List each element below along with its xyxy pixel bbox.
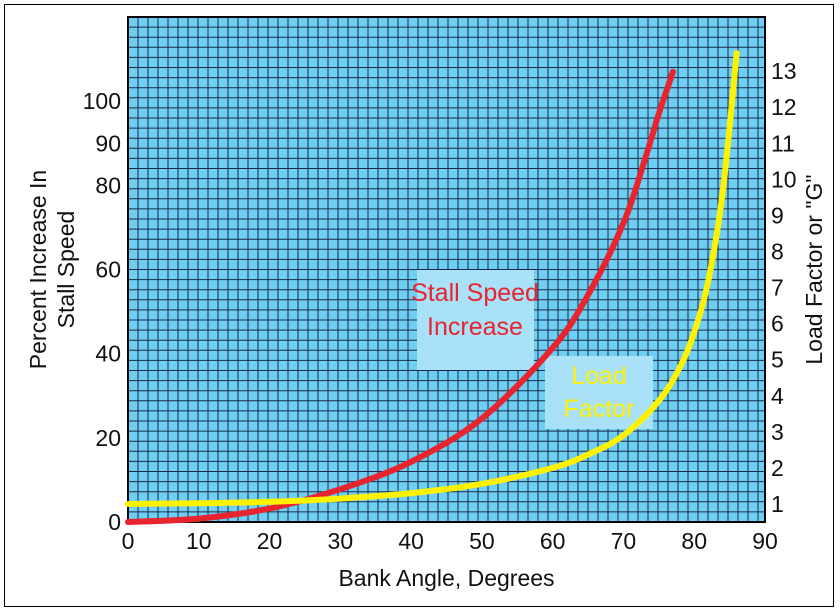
x-axis-title: Bank Angle, Degrees <box>338 565 554 591</box>
load-factor-annotation: Load <box>571 362 627 390</box>
x-tick-label: 80 <box>681 528 707 554</box>
y-left-tick-label: 40 <box>95 341 121 367</box>
y-right-tick-label: 6 <box>771 311 784 337</box>
y-left-axis-title: Stall Speed <box>53 211 79 329</box>
load-factor-line <box>125 50 740 507</box>
x-tick-label: 50 <box>469 528 495 554</box>
y-right-tick-label: 7 <box>771 275 784 301</box>
y-right-tick-label: 8 <box>771 238 784 264</box>
y-right-tick-label: 5 <box>771 347 784 373</box>
stall-speed-line <box>125 68 676 525</box>
x-tick-label: 0 <box>122 528 135 554</box>
y-right-tick-label: 1 <box>771 491 784 517</box>
x-tick-label: 10 <box>186 528 212 554</box>
stall-speed-annotation: Stall Speed <box>411 279 539 307</box>
load-factor-annotation: Factor <box>564 395 635 423</box>
y-right-tick-label: 2 <box>771 455 784 481</box>
y-left-axis-title: Percent Increase In <box>25 170 51 369</box>
x-tick-label: 60 <box>540 528 566 554</box>
stall-label-box <box>417 270 534 370</box>
y-right-tick-label: 12 <box>771 94 797 120</box>
y-right-tick-label: 11 <box>771 130 795 156</box>
x-tick-label: 90 <box>752 528 778 554</box>
stall-speed-annotation: Increase <box>427 313 523 341</box>
y-right-tick-label: 10 <box>771 166 797 192</box>
x-tick-label: 70 <box>611 528 637 554</box>
x-tick-label: 20 <box>257 528 283 554</box>
y-left-tick-label: 20 <box>95 425 121 451</box>
series-lines <box>125 50 740 525</box>
tick-labels: 0 10 20 30 40 50 60 70 80 90020406080901001234567… <box>83 58 797 554</box>
y-left-tick-label: 0 <box>108 509 121 535</box>
x-tick-label: 40 <box>398 528 424 554</box>
load-label-box <box>545 356 653 429</box>
x-tick-label: 30 <box>328 528 354 554</box>
y-left-tick-label: 100 <box>83 88 121 114</box>
y-right-tick-label: 9 <box>771 202 784 228</box>
y-right-tick-label: 13 <box>771 58 797 84</box>
y-left-tick-label: 90 <box>95 130 121 156</box>
y-right-tick-label: 4 <box>771 383 784 409</box>
y-left-tick-label: 60 <box>95 257 121 283</box>
y-right-tick-label: 3 <box>771 419 784 445</box>
y-left-tick-label: 80 <box>95 172 121 198</box>
y-right-axis-title: Load Factor or "G" <box>801 174 827 364</box>
annotation-boxes <box>417 270 653 429</box>
series-annotations: Stall Speed Increase Load Factor <box>411 279 634 423</box>
